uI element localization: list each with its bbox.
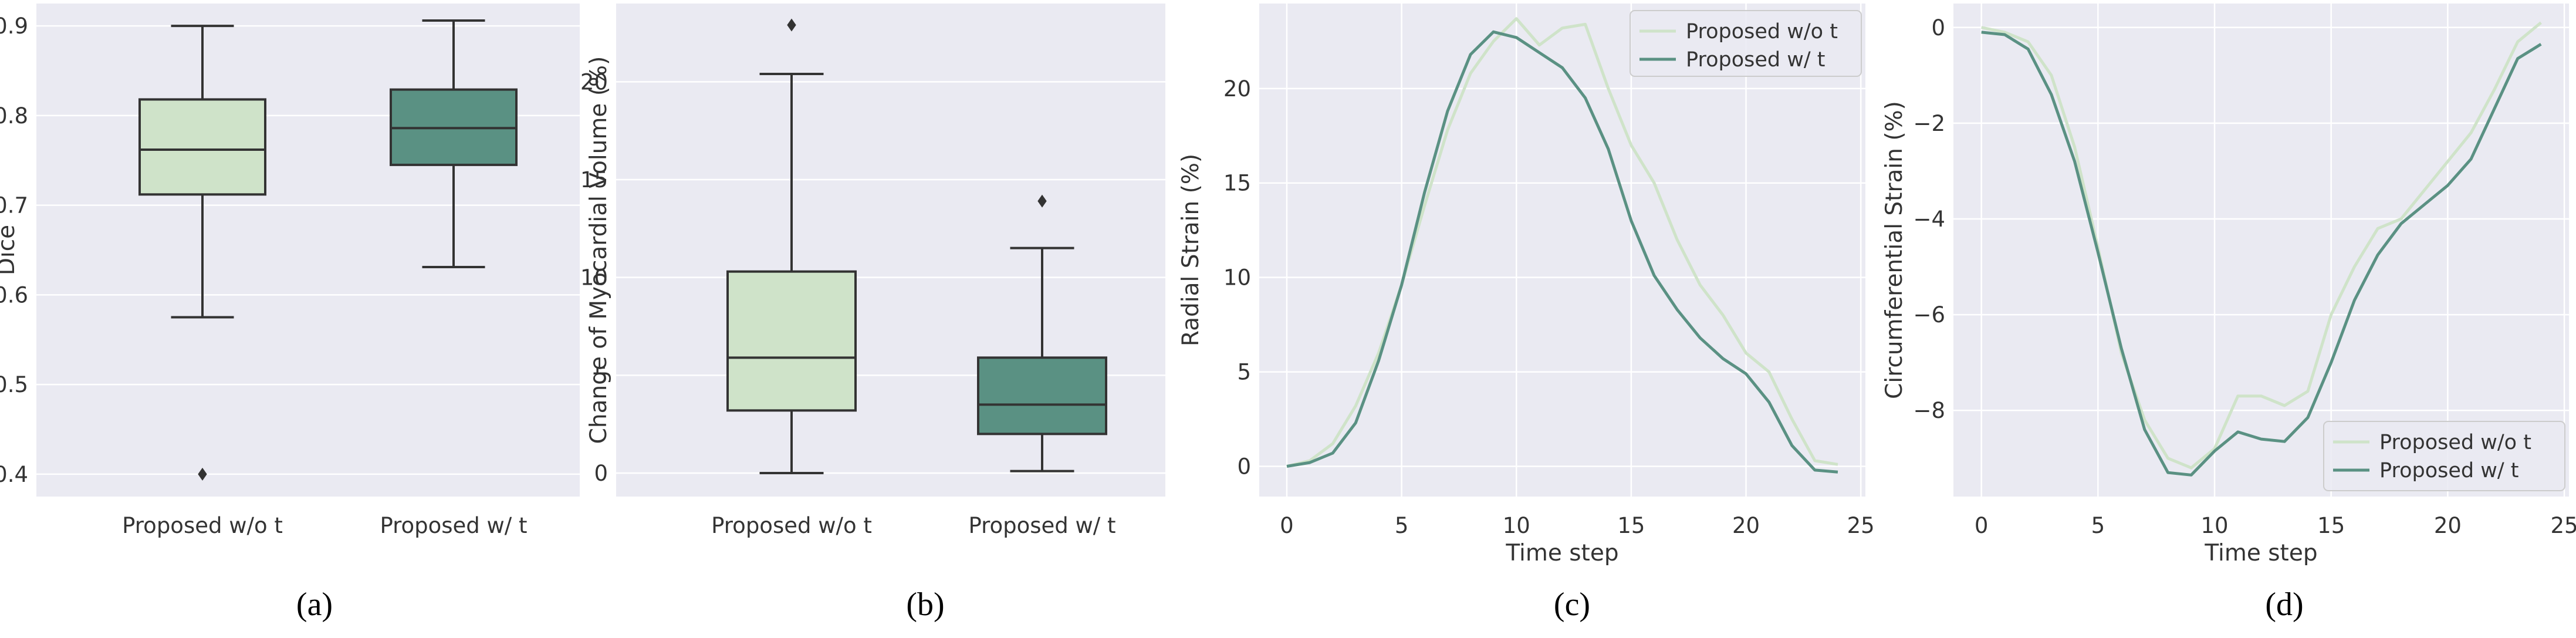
y-axis-label: Radial Strain (%) [1178,154,1204,346]
box-with-t [390,19,518,269]
box-with-t [977,194,1107,472]
x-tick-label: 0 [1975,513,1989,538]
outlier-point [198,467,207,481]
x-tick-label: 15 [1617,513,1645,538]
panel-c-radial-strain-chart: 0 5 10 15 20 Radial Strain (%) 0 5 10 15 20 25 Time … [1178,4,1875,566]
x-tick-label: 5 [1395,513,1409,538]
legend-label: Proposed w/ t [1686,48,1825,72]
plot-background [36,4,580,497]
interquartile-box [138,98,266,196]
legend-label: Proposed w/o t [1686,20,1838,43]
y-tick-label: −6 [1913,302,1945,328]
y-tick-label: 0.5 [0,372,28,397]
series-line-without-t [1981,21,2542,470]
series-line-without-t [1286,17,1838,468]
y-tick-label: 20 [580,69,608,94]
legend-label: Proposed w/ t [2379,459,2519,482]
y-axis-label: Change of Myocardial Volume (%) [586,56,612,444]
y-tick-label: −2 [1913,111,1945,136]
plot-background [1259,4,1865,497]
x-tick-label: Proposed w/o t [711,513,872,538]
series-line-with-t [1286,30,1838,474]
y-tick-label: −4 [1913,207,1945,232]
interquartile-box [977,356,1107,436]
y-tick-label: 0.8 [0,103,28,129]
y-tick-label: 15 [1223,171,1251,196]
x-tick-label: 15 [2317,513,2345,538]
y-tick-label: 0 [594,461,608,486]
x-tick-label: 20 [2434,513,2462,538]
y-tick-label: 20 [1223,76,1251,102]
x-tick-label: 0 [1280,513,1294,538]
y-tick-label: −8 [1913,398,1945,423]
caption-a: (a) [296,586,333,623]
outlier-point [1037,194,1047,208]
x-axis-label: Time step [2204,540,2317,566]
y-tick-label: 10 [580,265,608,291]
legend-frame [1630,10,1862,77]
legend-label: Proposed w/o t [2379,431,2531,454]
y-tick-label: 15 [580,167,608,193]
x-tick-label: Proposed w/o t [122,513,283,538]
y-tick-label: 10 [1223,265,1251,291]
box-without-t [138,25,266,481]
x-axis-label: Time step [1505,540,1618,566]
x-tick-label: 25 [1847,513,1875,538]
panel-d-circumferential-strain-chart: −8 −6 −4 −2 0 Circumferential Strain (%) 0 5 10 1… [1881,4,2576,566]
y-tick-label: 0.4 [0,462,28,487]
legend: Proposed w/o t Proposed w/ t [1630,10,1862,77]
x-tick-label: 25 [2551,513,2576,538]
y-tick-label: 0.6 [0,282,28,308]
interquartile-box [726,270,857,412]
x-tick-label: Proposed w/ t [380,513,527,538]
legend: Proposed w/o t Proposed w/ t [2323,421,2565,491]
series-line-with-t [1981,31,2542,477]
y-axis-label: Circumferential Strain (%) [1881,101,1908,399]
legend-frame [2323,421,2565,491]
caption-d: (d) [2265,586,2303,623]
y-tick-label: 0 [1931,15,1945,40]
x-tick-label: 10 [2200,513,2228,538]
outlier-point [787,18,796,32]
caption-c: (c) [1554,586,1590,623]
panel-a-dice-boxplot: 0.4 0.5 0.6 0.7 0.8 0.9 Dice Proposed w/o t Prop… [0,4,580,538]
caption-b: (b) [906,586,944,623]
box-without-t [726,18,857,474]
y-axis-label: Dice [0,225,20,275]
x-tick-label: Proposed w/ t [968,513,1115,538]
y-tick-label: 0 [1237,454,1251,480]
x-tick-label: 10 [1503,513,1530,538]
x-tick-label: 5 [2091,513,2105,538]
x-tick-label: 20 [1732,513,1760,538]
y-tick-label: 5 [1237,360,1251,385]
y-tick-label: 0.7 [0,193,28,218]
y-tick-label: 5 [594,363,608,388]
y-tick-label: 0.9 [0,13,28,39]
